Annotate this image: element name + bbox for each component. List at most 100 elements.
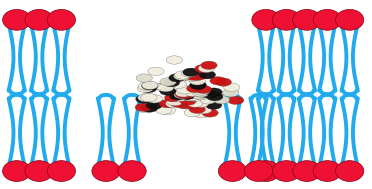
Circle shape	[210, 77, 226, 85]
Circle shape	[190, 72, 206, 81]
Ellipse shape	[336, 9, 364, 30]
Ellipse shape	[25, 9, 53, 30]
Circle shape	[190, 81, 206, 89]
Circle shape	[175, 90, 191, 98]
Circle shape	[193, 110, 210, 118]
Circle shape	[160, 78, 176, 86]
Circle shape	[164, 94, 181, 102]
Circle shape	[157, 84, 174, 92]
Circle shape	[169, 92, 186, 100]
Circle shape	[187, 99, 203, 107]
Ellipse shape	[3, 161, 31, 181]
Circle shape	[195, 85, 212, 94]
Circle shape	[148, 67, 164, 76]
Circle shape	[185, 88, 202, 97]
Circle shape	[142, 82, 158, 90]
Circle shape	[196, 105, 212, 114]
Circle shape	[193, 88, 209, 97]
Ellipse shape	[336, 161, 364, 181]
Circle shape	[205, 101, 222, 109]
Ellipse shape	[25, 161, 53, 181]
Circle shape	[138, 82, 155, 90]
Circle shape	[141, 93, 157, 102]
Circle shape	[182, 93, 198, 101]
Circle shape	[192, 89, 209, 97]
Circle shape	[183, 73, 200, 81]
Circle shape	[179, 91, 195, 99]
Ellipse shape	[244, 161, 273, 181]
Circle shape	[201, 90, 217, 98]
Ellipse shape	[293, 9, 321, 30]
Circle shape	[170, 80, 187, 88]
Circle shape	[174, 93, 190, 101]
Ellipse shape	[47, 9, 76, 30]
Circle shape	[166, 56, 183, 64]
Circle shape	[155, 106, 172, 114]
Circle shape	[189, 105, 205, 113]
Ellipse shape	[272, 9, 301, 30]
Circle shape	[199, 71, 216, 79]
Circle shape	[185, 72, 202, 80]
Circle shape	[202, 109, 218, 117]
Circle shape	[182, 69, 198, 77]
Circle shape	[170, 99, 187, 107]
Circle shape	[169, 74, 185, 82]
Ellipse shape	[313, 161, 341, 181]
Ellipse shape	[313, 9, 341, 30]
Circle shape	[176, 92, 192, 100]
Circle shape	[197, 90, 214, 98]
Circle shape	[222, 89, 239, 97]
Circle shape	[140, 84, 157, 93]
Circle shape	[187, 93, 203, 101]
Circle shape	[146, 95, 163, 103]
Circle shape	[193, 99, 209, 108]
Circle shape	[189, 77, 205, 85]
Circle shape	[206, 88, 222, 96]
Circle shape	[159, 100, 176, 108]
Circle shape	[175, 89, 192, 97]
Circle shape	[137, 84, 154, 92]
Circle shape	[176, 101, 193, 109]
Ellipse shape	[3, 9, 31, 30]
Circle shape	[200, 96, 217, 104]
Circle shape	[159, 106, 176, 115]
Circle shape	[179, 91, 195, 100]
Circle shape	[167, 97, 183, 106]
Circle shape	[228, 96, 244, 105]
Circle shape	[141, 104, 158, 112]
Circle shape	[224, 83, 240, 91]
Ellipse shape	[118, 161, 146, 181]
Circle shape	[179, 91, 196, 99]
Circle shape	[186, 101, 202, 109]
Circle shape	[206, 92, 223, 101]
Circle shape	[192, 92, 209, 100]
Circle shape	[160, 87, 176, 95]
Circle shape	[137, 104, 153, 113]
Ellipse shape	[218, 161, 247, 181]
Circle shape	[201, 61, 217, 69]
Circle shape	[193, 87, 210, 95]
Ellipse shape	[47, 161, 76, 181]
Circle shape	[184, 109, 201, 117]
Circle shape	[142, 81, 158, 89]
Circle shape	[190, 81, 206, 89]
Circle shape	[213, 96, 230, 104]
Circle shape	[198, 64, 215, 73]
Circle shape	[136, 95, 152, 103]
Circle shape	[163, 78, 180, 87]
Circle shape	[183, 94, 199, 102]
Circle shape	[177, 86, 193, 94]
Ellipse shape	[92, 161, 120, 181]
Circle shape	[184, 92, 200, 101]
Circle shape	[135, 103, 151, 112]
Circle shape	[191, 91, 207, 99]
Circle shape	[183, 68, 199, 76]
Circle shape	[167, 94, 184, 102]
Ellipse shape	[272, 161, 301, 181]
Circle shape	[174, 72, 190, 80]
Ellipse shape	[293, 161, 321, 181]
Circle shape	[175, 71, 191, 79]
Circle shape	[146, 101, 163, 109]
Circle shape	[179, 91, 195, 99]
Ellipse shape	[252, 9, 280, 30]
